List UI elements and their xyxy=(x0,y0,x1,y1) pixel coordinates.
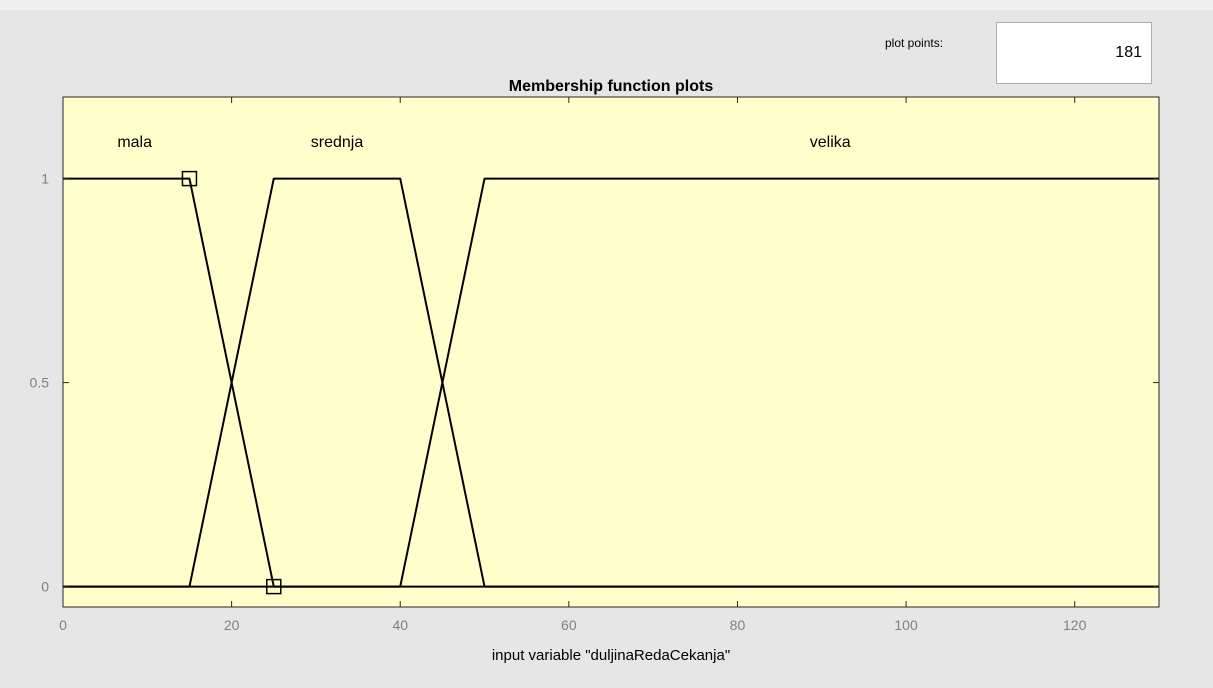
x-axis-label: input variable "duljinaRedaCekanja" xyxy=(492,647,730,664)
x-tick-label: 120 xyxy=(1063,617,1087,633)
membership-curves xyxy=(63,170,1159,595)
y-tick-label: 1 xyxy=(41,171,49,187)
selected-vertex-marker xyxy=(181,170,198,187)
x-tick-label: 0 xyxy=(59,617,67,633)
selected-vertex-marker xyxy=(266,578,282,595)
x-tick-label: 40 xyxy=(392,617,408,633)
plot-points-input[interactable] xyxy=(996,22,1152,84)
mf-label-mala: mala xyxy=(117,134,152,151)
x-tick-label: 100 xyxy=(894,617,918,633)
plot-points-label: plot points: xyxy=(885,36,944,50)
x-tick-label: 60 xyxy=(561,617,577,633)
x-tick-label: 20 xyxy=(224,617,240,633)
mf-label-velika: velika xyxy=(810,134,851,151)
mf-label-srednja: srednja xyxy=(311,134,364,151)
membership-function-labels: mala srednja velika xyxy=(117,134,850,151)
chart-title: Membership function plots xyxy=(509,78,714,95)
x-tick-label: 80 xyxy=(730,617,746,633)
y-tick-label: 0 xyxy=(41,579,49,595)
y-tick-label: 0.5 xyxy=(30,375,50,391)
axis-ticks: 0 20 40 60 80 100 120 0 0.5 1 xyxy=(30,97,1159,633)
plot-area[interactable] xyxy=(62,96,1160,608)
mf-curve-velika xyxy=(63,177,1159,588)
